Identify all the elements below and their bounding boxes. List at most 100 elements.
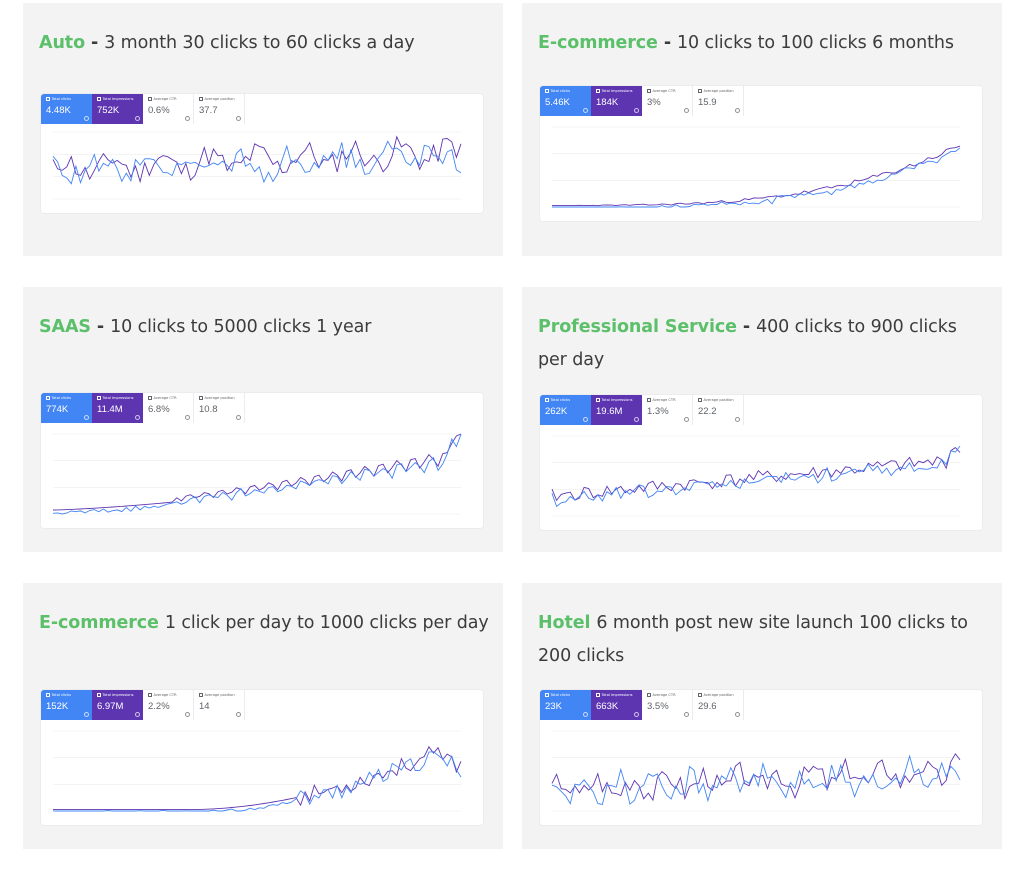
total-impressions-card: Total impressions 19.6M (591, 395, 642, 425)
average-ctr-card: Average CTR 6.8% (143, 393, 194, 423)
card-highlight: Professional Service (538, 317, 737, 337)
case-study-card-ecommerce-1000-clicks: E-commerce 1 click per day to 1000 click… (23, 583, 503, 849)
metric-label: Average CTR (148, 396, 177, 400)
total-impressions-card: Total impressions 752K (92, 94, 143, 124)
metric-value: 29.6 (698, 701, 717, 712)
help-icon (583, 417, 588, 422)
performance-chart (540, 428, 982, 530)
performance-chart (41, 124, 483, 213)
average-position-card: Average position 37.7 (194, 94, 245, 124)
average-ctr-card: Average CTR 2.2% (143, 690, 194, 720)
help-icon (583, 108, 588, 113)
metric-label: Total impressions (596, 693, 633, 697)
card-text: 400 clicks to 900 clicks per day (538, 317, 957, 370)
impressions-line (551, 447, 961, 502)
metric-label: Average CTR (148, 97, 177, 101)
help-icon (684, 712, 689, 717)
metric-value: 6.8% (148, 404, 170, 415)
impressions-line (552, 145, 961, 207)
metric-label: Total impressions (596, 398, 633, 402)
metrics-row: Total clicks 4.48K Total impressions 752K … (41, 94, 245, 124)
clicks-line (52, 751, 462, 812)
metric-value: 11.4M (97, 404, 123, 415)
metric-label: Average CTR (647, 89, 676, 93)
metric-label: Average CTR (647, 693, 676, 697)
metric-value: 3% (647, 97, 661, 108)
clicks-line (552, 147, 961, 208)
metric-label: Average position (199, 97, 235, 101)
help-icon (735, 108, 740, 113)
performance-chart-svg (52, 433, 462, 515)
metric-label: Average position (698, 89, 734, 93)
metric-value: 663K (596, 701, 619, 712)
metric-label: Average position (199, 396, 235, 400)
card-title: SAAS - 10 clicks to 5000 clicks 1 year (39, 311, 489, 344)
metric-value: 22.2 (698, 406, 717, 417)
metric-value: 37.7 (199, 105, 218, 116)
metric-label: Total impressions (97, 693, 134, 697)
help-icon (634, 712, 639, 717)
card-separator: - (90, 317, 111, 337)
card-separator: - (85, 33, 105, 53)
help-icon (135, 415, 140, 420)
search-console-screenshot: Total clicks 23K Total impressions 663K Av… (540, 690, 982, 825)
metrics-row: Total clicks 23K Total impressions 663K Av… (540, 690, 744, 720)
card-highlight: SAAS (39, 317, 91, 337)
metric-label: Average CTR (647, 398, 676, 402)
impressions-line (52, 135, 462, 184)
metric-value: 5.46K (545, 97, 570, 108)
metric-value: 262K (545, 406, 568, 417)
help-icon (236, 712, 241, 717)
impressions-line (53, 745, 462, 810)
help-icon (684, 417, 689, 422)
metric-label: Total impressions (596, 89, 633, 93)
help-icon (583, 712, 588, 717)
help-icon (135, 712, 140, 717)
average-position-card: Average position 22.2 (693, 395, 744, 425)
impressions-line (52, 433, 462, 511)
metric-value: 3.5% (647, 701, 669, 712)
help-icon (185, 116, 190, 121)
metric-label: Average CTR (148, 693, 177, 697)
total-clicks-card: Total clicks 23K (540, 690, 591, 720)
total-clicks-card: Total clicks 262K (540, 395, 591, 425)
total-impressions-card: Total impressions 11.4M (92, 393, 143, 423)
help-icon (634, 108, 639, 113)
metric-value: 23K (545, 701, 562, 712)
metric-label: Total clicks (46, 693, 71, 697)
clicks-line (52, 140, 462, 185)
average-position-card: Average position 10.8 (194, 393, 245, 423)
metric-label: Total impressions (97, 396, 134, 400)
case-study-card-ecommerce-6-months: E-commerce - 10 clicks to 100 clicks 6 m… (522, 3, 1002, 256)
average-position-card: Average position 29.6 (693, 690, 744, 720)
performance-chart (41, 426, 483, 528)
performance-chart-svg (552, 126, 961, 208)
card-highlight: Auto (39, 33, 85, 53)
metric-label: Total clicks (545, 398, 570, 402)
metric-value: 2.2% (148, 701, 170, 712)
total-impressions-card: Total impressions 184K (591, 86, 642, 116)
card-separator: - (657, 33, 677, 53)
search-console-screenshot: Total clicks 5.46K Total impressions 184K … (540, 86, 982, 221)
average-ctr-card: Average CTR 3% (642, 86, 693, 116)
metric-value: 19.6M (596, 406, 623, 417)
average-ctr-card: Average CTR 3.5% (642, 690, 693, 720)
metric-label: Total clicks (545, 89, 570, 93)
search-console-screenshot: Total clicks 262K Total impressions 19.6M … (540, 395, 982, 530)
metric-label: Total clicks (46, 396, 71, 400)
performance-chart (41, 723, 483, 825)
help-icon (185, 415, 190, 420)
average-position-card: Average position 14 (194, 690, 245, 720)
card-text: 10 clicks to 100 clicks 6 months (676, 33, 954, 53)
card-text: 6 month post new site launch 100 clicks … (538, 613, 968, 666)
clicks-line (551, 445, 961, 508)
metric-value: 1.3% (647, 406, 669, 417)
metric-label: Average position (698, 398, 734, 402)
help-icon (634, 417, 639, 422)
card-separator: - (736, 317, 757, 337)
average-position-card: Average position 15.9 (693, 86, 744, 116)
card-title: E-commerce - 10 clicks to 100 clicks 6 m… (538, 27, 988, 60)
metric-value: 152K (46, 701, 69, 712)
metric-value: 14 (199, 701, 210, 712)
case-study-card-hotel: Hotel 6 month post new site launch 100 c… (522, 583, 1002, 849)
